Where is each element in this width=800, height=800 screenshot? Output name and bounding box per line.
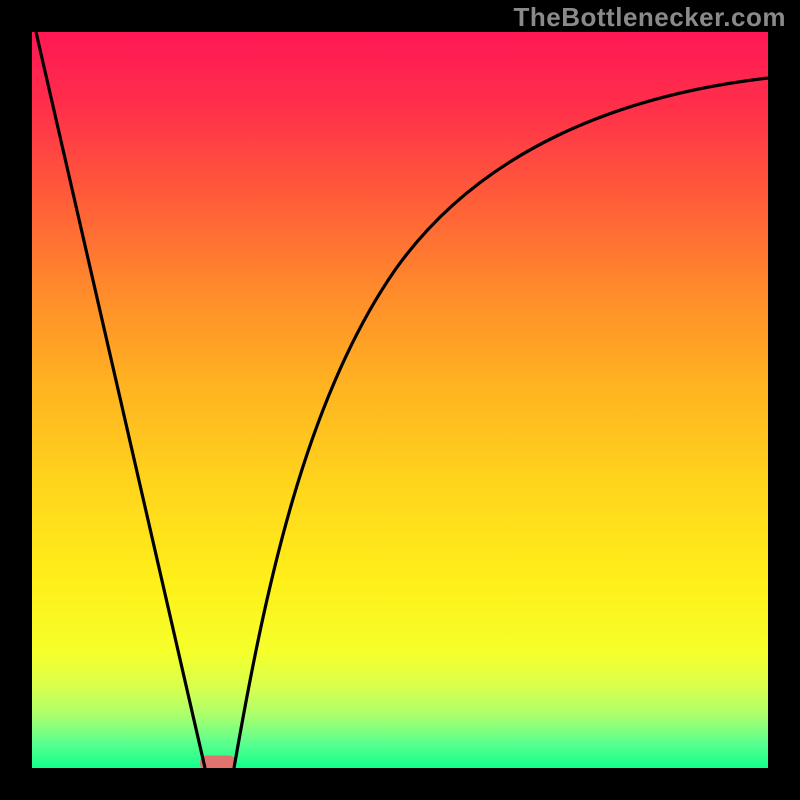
bottleneck-chart	[0, 0, 800, 800]
gradient-background	[32, 32, 768, 768]
watermark-text: TheBottlenecker.com	[514, 2, 786, 33]
chart-canvas: TheBottlenecker.com	[0, 0, 800, 800]
